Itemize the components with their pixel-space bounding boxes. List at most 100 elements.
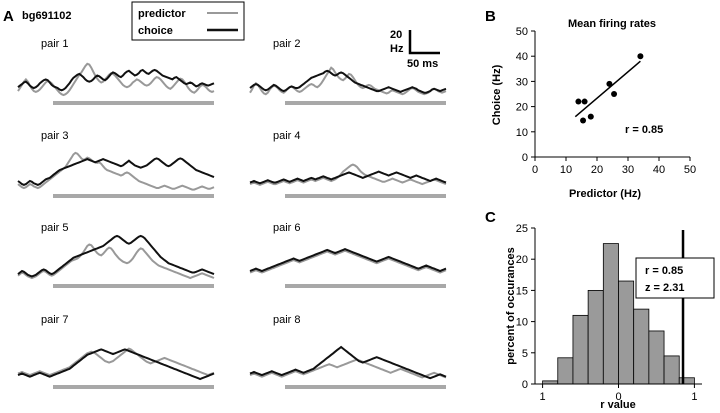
scatter-xtick-label: 0 [532, 164, 538, 176]
pair-label: pair 2 [273, 38, 301, 50]
scatter-ytick-label: 30 [516, 76, 528, 88]
hist-ylabel: percent of occurances [505, 247, 517, 364]
hist-bar [587, 289, 604, 385]
pair-label: pair 4 [273, 130, 301, 142]
hist-xtick-label: 1 [691, 391, 697, 403]
scale-bar: 20 Hz 50 ms [390, 29, 440, 70]
stimulus-bar [53, 385, 214, 389]
panel-a-traces: pair 1 pair 2 pair 3 pair 4 pair 5 pair 6 pair… [17, 38, 447, 389]
scatter-ytick-label: 10 [516, 127, 528, 139]
scatter-ytick-label: 40 [516, 51, 528, 63]
scatter-point [580, 117, 587, 124]
scatter-point [606, 80, 613, 87]
hist-bar [633, 308, 650, 385]
scatter-xtick-label: 30 [622, 164, 634, 176]
hist-bar [648, 330, 665, 385]
stimulus-bar [53, 194, 214, 198]
predictor-trace [17, 243, 215, 280]
trace-pair: pair 7 [17, 314, 215, 389]
hist-bar [572, 314, 589, 385]
stimulus-bar [285, 385, 446, 389]
choice-trace [249, 345, 447, 380]
hist-ytick-label: 15 [516, 285, 528, 297]
hist-bar [557, 357, 574, 385]
choice-trace [249, 248, 447, 273]
scatter-ytick-label: 50 [516, 26, 528, 38]
choice-trace [249, 170, 447, 185]
panel-a-letter: A [3, 8, 14, 25]
predictor-trace [17, 347, 215, 377]
panel-c-histogram: r value percent of occurances 0510152025… [505, 223, 715, 411]
predictor-trace [17, 151, 215, 191]
trace-pair: pair 5 [17, 222, 215, 288]
hist-xtick-label: 1 [540, 391, 546, 403]
hist-xlabel: r value [600, 399, 635, 411]
scatter-title: Mean firing rates [568, 18, 656, 30]
pair-label: pair 6 [273, 222, 301, 234]
fit-line [574, 60, 641, 118]
hist-bar [602, 243, 619, 385]
predictor-trace [249, 358, 447, 379]
pair-label: pair 3 [41, 130, 69, 142]
trace-pair: pair 8 [249, 314, 447, 389]
pair-label: pair 5 [41, 222, 69, 234]
scatter-point [581, 98, 588, 105]
hist-bar [663, 355, 680, 385]
predictor-trace [249, 249, 447, 274]
scatter-ytick-label: 20 [516, 102, 528, 114]
scatter-point [575, 98, 582, 105]
predictor-trace [249, 163, 447, 186]
trace-pair: pair 2 [249, 38, 447, 105]
choice-trace [17, 348, 215, 381]
pair-label: pair 1 [41, 38, 69, 50]
hist-annotation-z: z = 2.31 [645, 282, 684, 294]
hist-annotation-box [635, 257, 715, 299]
scatter-annotation: r = 0.85 [625, 124, 663, 136]
stimulus-bar [53, 101, 214, 105]
scatter-xtick-label: 20 [591, 164, 603, 176]
scatter-xtick-label: 50 [684, 164, 696, 176]
trace-pair: pair 4 [249, 130, 447, 198]
scatter-point [587, 113, 594, 120]
dataset-id: bg691102 [22, 10, 72, 22]
scale-bar-lines [408, 30, 440, 55]
scatter-ylabel: Choice (Hz) [491, 64, 503, 125]
hist-ytick-label: 10 [516, 317, 528, 329]
hist-bar [618, 280, 635, 385]
panel-b-scatter: Mean firing rates Predictor (Hz) Choice … [491, 18, 696, 200]
scale-bar-y-value: 20 [390, 29, 402, 41]
hist-ytick-label: 0 [522, 379, 528, 391]
stimulus-bar [285, 101, 446, 105]
hist-ytick-label: 5 [522, 348, 528, 360]
panel-b-letter: B [485, 8, 496, 25]
pair-label: pair 8 [273, 314, 301, 326]
legend-predictor-label: predictor [138, 8, 186, 20]
stimulus-bar [53, 284, 214, 288]
scatter-xlabel: Predictor (Hz) [569, 188, 641, 200]
legend-choice-label: choice [138, 25, 173, 37]
choice-trace [17, 68, 215, 92]
scatter-xtick-label: 10 [560, 164, 572, 176]
legend: predictor choice [131, 1, 245, 41]
trace-pair: pair 1 [17, 38, 215, 105]
stimulus-bar [285, 194, 446, 198]
panel-c-letter: C [485, 209, 496, 226]
stimulus-bar [285, 284, 446, 288]
scatter-ytick-label: 0 [522, 152, 528, 164]
pair-label: pair 7 [41, 314, 69, 326]
scale-bar-y-unit: Hz [390, 43, 404, 55]
hist-ytick-label: 25 [516, 223, 528, 235]
choice-trace [17, 234, 215, 278]
hist-ytick-label: 20 [516, 254, 528, 266]
scatter-point [637, 53, 644, 60]
scatter-xtick-label: 40 [653, 164, 665, 176]
scatter-point [611, 91, 618, 97]
hist-xtick-label: 0 [615, 391, 621, 403]
trace-pair: pair 6 [249, 222, 447, 288]
trace-pair: pair 3 [17, 130, 215, 198]
choice-trace [249, 69, 447, 94]
scale-bar-x-label: 50 ms [407, 58, 438, 70]
hist-bar [678, 377, 695, 385]
choice-trace [17, 157, 215, 186]
